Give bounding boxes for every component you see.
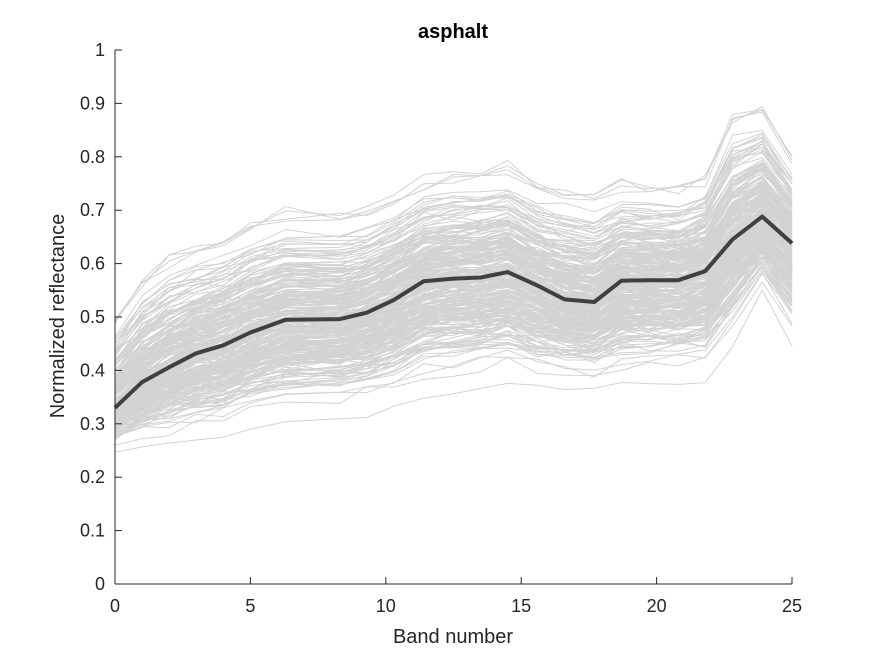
sample-line xyxy=(114,239,793,425)
mean-series xyxy=(113,214,794,410)
sample-line xyxy=(114,220,793,407)
sample-line xyxy=(114,269,793,438)
y-tick-label: 0.3 xyxy=(80,414,105,434)
x-tick-label: 25 xyxy=(782,596,802,616)
sample-line xyxy=(114,162,793,361)
sample-line xyxy=(114,266,793,434)
sample-line xyxy=(114,271,793,436)
mean-line xyxy=(113,214,794,410)
sample-line xyxy=(114,194,793,391)
y-tick-label: 1 xyxy=(95,40,105,60)
x-axis-label: Band number xyxy=(393,626,513,648)
sample-line xyxy=(114,199,793,393)
sample-line xyxy=(114,143,793,356)
sample-line xyxy=(114,281,793,446)
sample-line xyxy=(114,195,793,391)
sample-line xyxy=(114,187,793,388)
sample-line xyxy=(114,132,793,340)
sample-line xyxy=(114,168,793,365)
sample-line xyxy=(114,109,793,322)
sample-line xyxy=(114,247,793,427)
y-tick-label: 0.7 xyxy=(80,200,105,220)
y-tick-label: 0 xyxy=(95,574,105,594)
sample-line xyxy=(114,180,793,384)
sample-line xyxy=(114,143,793,354)
sample-line xyxy=(114,195,793,391)
sample-line xyxy=(114,150,793,354)
sample-line xyxy=(114,210,793,408)
sample-line xyxy=(114,167,793,373)
sample-line xyxy=(114,235,793,418)
sample-lines xyxy=(114,105,793,453)
sample-line xyxy=(114,228,793,417)
y-axis-label: Normalized reflectance xyxy=(47,214,69,419)
x-tick-label: 20 xyxy=(647,596,667,616)
sample-line xyxy=(114,167,793,367)
y-tick-label: 0.2 xyxy=(80,467,105,487)
y-tick-label: 0.1 xyxy=(80,521,105,541)
sample-line xyxy=(114,255,793,435)
sample-line xyxy=(114,177,793,378)
x-tick-label: 10 xyxy=(376,596,396,616)
sample-line xyxy=(114,133,793,344)
y-tick-label: 0.4 xyxy=(80,360,105,380)
x-tick-label: 5 xyxy=(245,596,255,616)
sample-line xyxy=(114,247,793,431)
y-tick-label: 0.9 xyxy=(80,93,105,113)
sample-line xyxy=(114,255,793,435)
x-tick-label: 0 xyxy=(110,596,120,616)
sample-line xyxy=(114,235,793,412)
sample-line xyxy=(114,170,793,364)
y-tick-label: 0.8 xyxy=(80,147,105,167)
sample-line xyxy=(114,288,793,453)
y-tick-label: 0.6 xyxy=(80,254,105,274)
sample-line xyxy=(114,146,793,348)
sample-line xyxy=(114,195,793,399)
x-tick-label: 15 xyxy=(511,596,531,616)
sample-line xyxy=(114,105,793,320)
sample-line xyxy=(114,193,793,382)
axes: 0 5 10 15 20 25 0 0.1 0.2 0.3 0.4 0.5 0.6 0.7 0.8 0.9 1 xyxy=(80,40,802,616)
sample-line xyxy=(114,236,793,418)
chart-title: asphalt xyxy=(418,21,488,43)
sample-line xyxy=(114,251,793,425)
sample-line xyxy=(114,237,793,422)
sample-line xyxy=(114,272,793,437)
sample-line xyxy=(114,260,793,433)
sample-line xyxy=(114,108,793,324)
sample-line xyxy=(114,216,793,409)
sample-line xyxy=(114,149,793,358)
sample-line xyxy=(114,186,793,387)
y-tick-label: 0.5 xyxy=(80,307,105,327)
